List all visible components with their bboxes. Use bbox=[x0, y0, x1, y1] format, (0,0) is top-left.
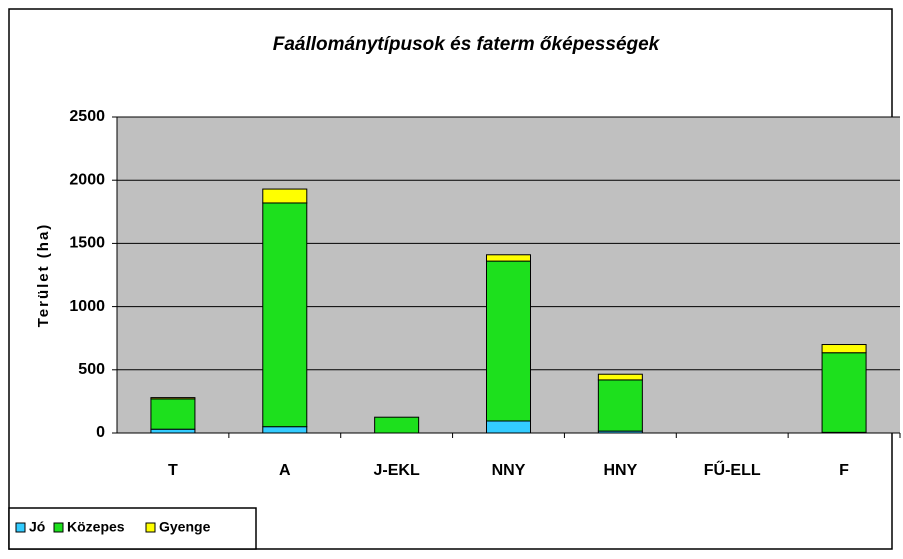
legend-box bbox=[8, 507, 257, 550]
x-tick-label: T bbox=[168, 462, 178, 479]
x-tick-label: F bbox=[839, 462, 849, 479]
x-tick-label: FŰ-ELL bbox=[704, 460, 761, 479]
bar-segment bbox=[374, 416, 420, 434]
bar-segment bbox=[150, 428, 196, 434]
bar-segment bbox=[262, 426, 308, 434]
bar-segment bbox=[821, 344, 867, 354]
x-tick-label: NNY bbox=[492, 462, 526, 479]
legend-swatch bbox=[145, 522, 156, 533]
x-tick-label: J-EKL bbox=[374, 462, 420, 479]
y-tick-label: 1500 bbox=[69, 235, 105, 252]
y-axis-title: Terület (ha) bbox=[35, 223, 52, 328]
y-tick-label: 2500 bbox=[69, 108, 105, 125]
bar-segment bbox=[150, 398, 196, 430]
legend-label: Gyenge bbox=[159, 519, 211, 535]
legend-swatch bbox=[15, 522, 26, 533]
bar-segment bbox=[486, 420, 531, 434]
legend-label: Jó bbox=[29, 519, 45, 535]
bar-segment bbox=[486, 254, 531, 262]
bar-segment bbox=[597, 373, 643, 381]
bar-segment bbox=[150, 397, 196, 400]
legend-swatch bbox=[53, 522, 64, 533]
x-tick-label: A bbox=[279, 462, 291, 479]
bar-segment bbox=[597, 379, 643, 432]
chart-title: Faállománytípusok és faterm őképességek bbox=[273, 34, 661, 55]
bar-segment bbox=[262, 188, 308, 204]
legend-label: Közepes bbox=[67, 519, 125, 535]
y-tick-label: 0 bbox=[96, 424, 105, 441]
y-tick-label: 500 bbox=[78, 361, 105, 378]
x-tick-label: HNY bbox=[603, 462, 637, 479]
bar-segment bbox=[262, 202, 308, 428]
y-tick-label: 2000 bbox=[69, 171, 105, 188]
y-tick-label: 1000 bbox=[69, 298, 105, 315]
bar-segment bbox=[821, 352, 867, 433]
bar-segment bbox=[486, 260, 531, 422]
